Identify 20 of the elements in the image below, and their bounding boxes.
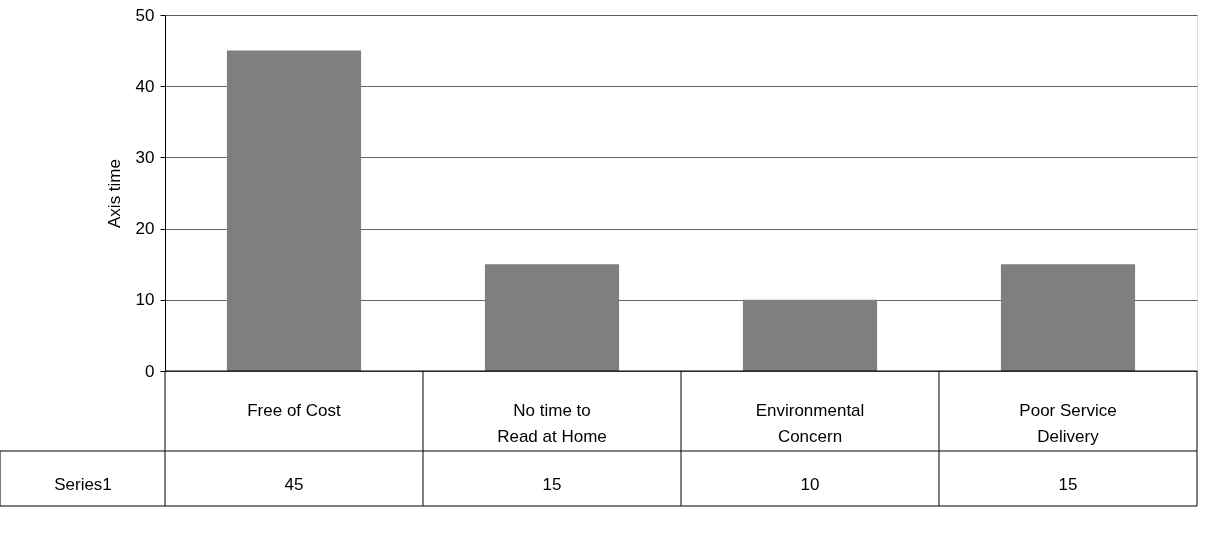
bar <box>1000 264 1136 371</box>
y-tick-label: 40 <box>135 76 155 96</box>
y-axis-title: Axis time <box>104 159 124 228</box>
y-tick-label: 30 <box>135 147 155 167</box>
bar <box>742 299 878 371</box>
data-label: 15 <box>542 474 562 494</box>
x-tick-label: No time to Read at Home <box>497 401 607 446</box>
bar <box>226 50 362 371</box>
x-tick-label: Poor Service Delivery <box>1019 401 1117 446</box>
text: Series1 <box>54 474 112 494</box>
data-label: 45 <box>284 474 304 494</box>
bar <box>484 264 620 371</box>
x-tick-label: Environmental Concern <box>755 401 865 446</box>
data-label: 10 <box>800 474 820 494</box>
y-tick-label: 0 <box>145 361 155 381</box>
y-tick-label: 50 <box>135 5 155 25</box>
x-tick-label: Free of Cost <box>247 401 342 420</box>
data-label: 15 <box>1058 474 1078 494</box>
y-tick-label: 10 <box>135 290 155 310</box>
y-tick-label: 20 <box>135 219 155 239</box>
